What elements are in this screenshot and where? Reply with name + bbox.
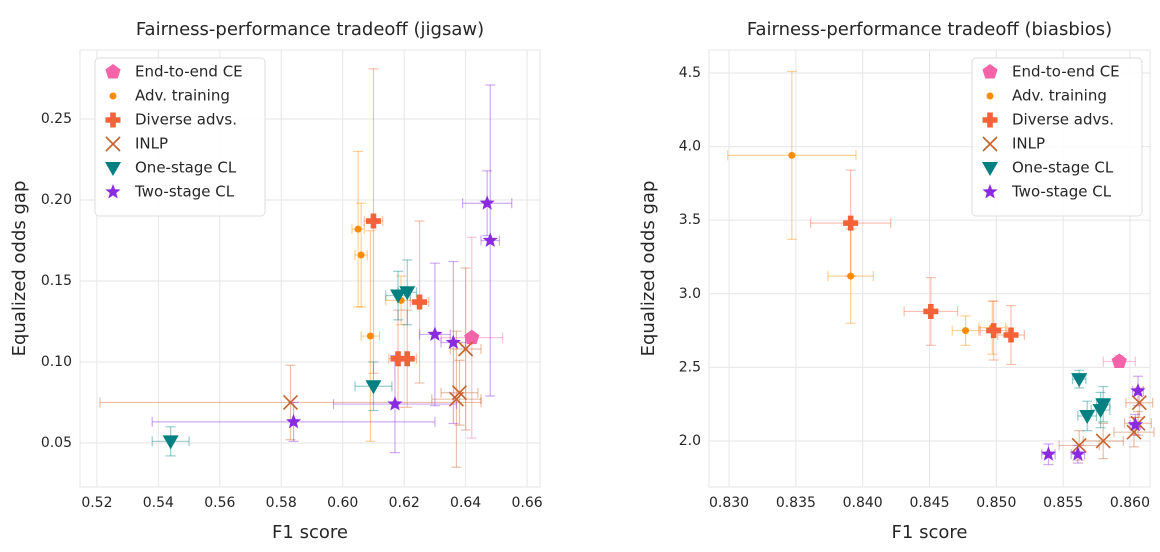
marker <box>162 435 179 450</box>
x-tick-label: 0.58 <box>266 495 297 511</box>
x-tick-label: 0.850 <box>976 495 1016 511</box>
y-tick-label: 3.5 <box>679 212 701 228</box>
y-tick-label: 0.15 <box>41 273 72 289</box>
marker <box>390 289 407 304</box>
y-tick-label: 0.25 <box>41 111 72 127</box>
marker <box>1070 446 1086 461</box>
legend-marker <box>105 162 121 176</box>
legend-marker <box>982 136 998 152</box>
marker <box>365 380 382 395</box>
marker <box>1095 398 1112 413</box>
marker <box>1079 409 1096 424</box>
chart-title: Fairness-performance tradeoff (biasbios) <box>747 19 1112 40</box>
x-tick-label: 0.56 <box>204 495 235 511</box>
x-tick-label: 0.830 <box>709 495 749 511</box>
legend-label: Adv. training <box>135 87 230 105</box>
y-axis-label: Equalized odds gap <box>9 181 30 357</box>
legend-label: INLP <box>135 135 168 153</box>
marker <box>399 351 415 367</box>
y-tick-label: 0.10 <box>41 354 72 370</box>
legend-label: Two-stage CL <box>134 183 235 201</box>
x-tick-label: 0.54 <box>143 495 174 511</box>
legend-box <box>94 57 266 217</box>
legend-label: One-stage CL <box>135 159 237 177</box>
y-tick-label: 3.0 <box>679 286 701 302</box>
legend-marker <box>105 184 121 199</box>
marker <box>1095 433 1111 449</box>
marker <box>1003 327 1019 343</box>
legend-label: INLP <box>1012 135 1045 153</box>
marker <box>365 213 381 229</box>
legend-marker <box>982 184 998 199</box>
legend-marker <box>105 64 121 79</box>
marker <box>427 326 443 341</box>
y-tick-label: 0.05 <box>41 435 72 451</box>
marker <box>847 272 855 280</box>
legend-label: Diverse advs. <box>135 111 237 129</box>
marker <box>282 394 299 411</box>
legend-marker <box>105 136 121 152</box>
marker <box>1071 437 1087 453</box>
legend-label: End-to-end CE <box>135 63 243 81</box>
legend-label: Adv. training <box>1012 87 1107 105</box>
marker <box>399 286 416 301</box>
marker <box>464 329 480 345</box>
marker <box>285 413 302 429</box>
marker <box>1127 416 1143 432</box>
x-tick-label: 0.840 <box>843 495 883 511</box>
y-tick-label: 4.5 <box>679 65 701 81</box>
marker <box>482 232 498 247</box>
marker <box>479 195 495 210</box>
marker <box>366 332 374 340</box>
legend-marker <box>982 64 998 79</box>
y-tick-label: 2.5 <box>679 359 701 375</box>
x-tick-label: 0.860 <box>1110 495 1150 511</box>
marker <box>1111 353 1127 368</box>
legend-marker <box>109 92 117 100</box>
legend-label: One-stage CL <box>1012 159 1114 177</box>
legend-label: End-to-end CE <box>1012 63 1120 81</box>
x-tick-label: 0.855 <box>1043 495 1083 511</box>
x-tick-label: 0.52 <box>81 495 112 511</box>
legend-marker <box>986 92 994 100</box>
marker <box>1040 446 1057 461</box>
marker <box>788 151 796 159</box>
marker <box>1130 382 1146 398</box>
marker <box>390 351 406 367</box>
x-tick-label: 0.60 <box>327 495 358 511</box>
marker <box>458 341 474 357</box>
legend-label: Two-stage CL <box>1011 183 1112 201</box>
marker <box>986 323 1002 339</box>
x-tick-label: 0.66 <box>512 495 543 511</box>
y-axis-label: Equalized odds gap <box>638 181 659 357</box>
marker <box>387 396 403 411</box>
marker <box>843 215 859 231</box>
marker <box>412 294 428 310</box>
x-tick-label: 0.835 <box>776 495 816 511</box>
marker <box>357 251 365 259</box>
legend-marker <box>982 162 998 176</box>
marker <box>962 327 970 335</box>
legend-marker <box>105 112 121 128</box>
marker <box>354 225 362 233</box>
x-axis-label: F1 score <box>892 522 968 543</box>
y-tick-label: 0.20 <box>41 192 72 208</box>
x-tick-label: 0.64 <box>450 495 481 511</box>
x-tick-label: 0.845 <box>909 495 949 511</box>
marker <box>448 391 464 407</box>
chart-title: Fairness-performance tradeoff (jigsaw) <box>136 19 484 40</box>
x-tick-label: 0.62 <box>389 495 420 511</box>
y-tick-label: 4.0 <box>679 139 701 155</box>
legend-box <box>971 57 1143 217</box>
marker <box>923 303 939 319</box>
x-axis-label: F1 score <box>272 522 348 543</box>
marker <box>445 334 461 349</box>
legend-marker <box>982 112 998 128</box>
marker <box>1131 395 1147 411</box>
y-tick-label: 2.0 <box>679 433 701 449</box>
marker <box>1071 373 1088 388</box>
legend-label: Diverse advs. <box>1012 111 1114 129</box>
